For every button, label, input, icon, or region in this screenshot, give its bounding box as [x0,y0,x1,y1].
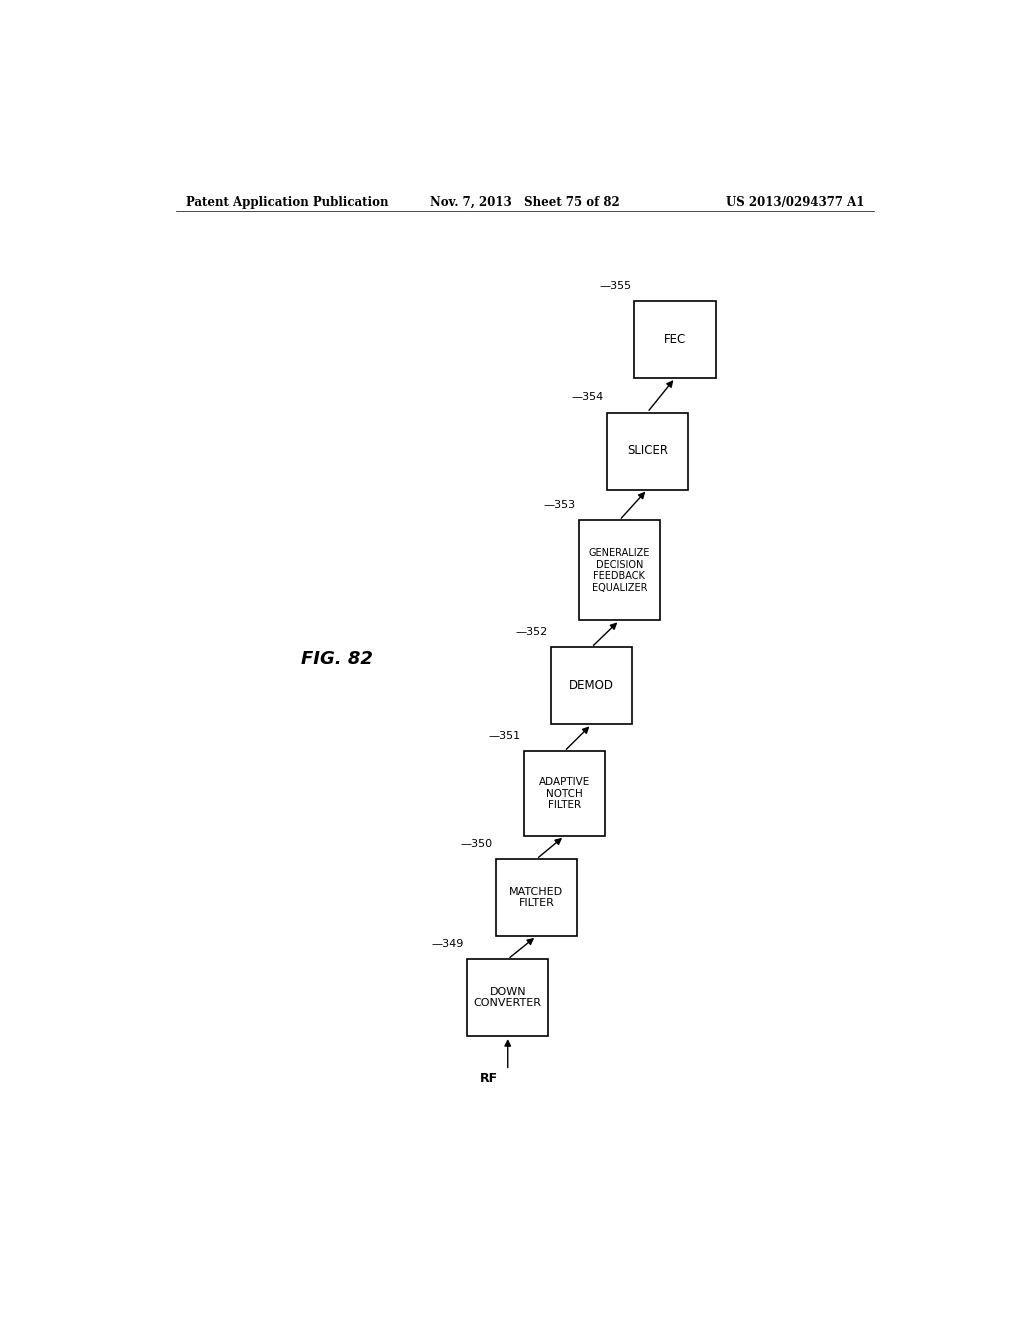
Text: SLICER: SLICER [627,445,668,458]
Bar [467,960,549,1036]
Text: —354: —354 [571,392,603,403]
Bar [523,751,605,836]
Text: Nov. 7, 2013   Sheet 75 of 82: Nov. 7, 2013 Sheet 75 of 82 [430,195,620,209]
Bar [606,412,688,490]
Text: US 2013/0294377 A1: US 2013/0294377 A1 [726,195,864,209]
Text: RF: RF [480,1072,499,1085]
Text: —353: —353 [544,500,575,510]
Bar [635,301,716,378]
Bar [496,859,578,936]
Text: —355: —355 [599,281,631,290]
Bar [551,647,632,725]
Text: —351: —351 [488,731,520,741]
Text: MATCHED
FILTER: MATCHED FILTER [509,887,563,908]
Text: GENERALIZE
DECISION
FEEDBACK
EQUALIZER: GENERALIZE DECISION FEEDBACK EQUALIZER [589,548,650,593]
Text: Patent Application Publication: Patent Application Publication [186,195,389,209]
Text: DEMOD: DEMOD [569,680,614,693]
Text: —352: —352 [515,627,548,638]
Text: DOWN
CONVERTER: DOWN CONVERTER [474,987,542,1008]
Bar [579,520,660,620]
Text: FEC: FEC [664,333,686,346]
Text: —350: —350 [461,840,493,849]
Text: FIG. 82: FIG. 82 [301,649,373,668]
Text: —349: —349 [431,939,464,949]
Text: ADAPTIVE
NOTCH
FILTER: ADAPTIVE NOTCH FILTER [539,777,590,810]
